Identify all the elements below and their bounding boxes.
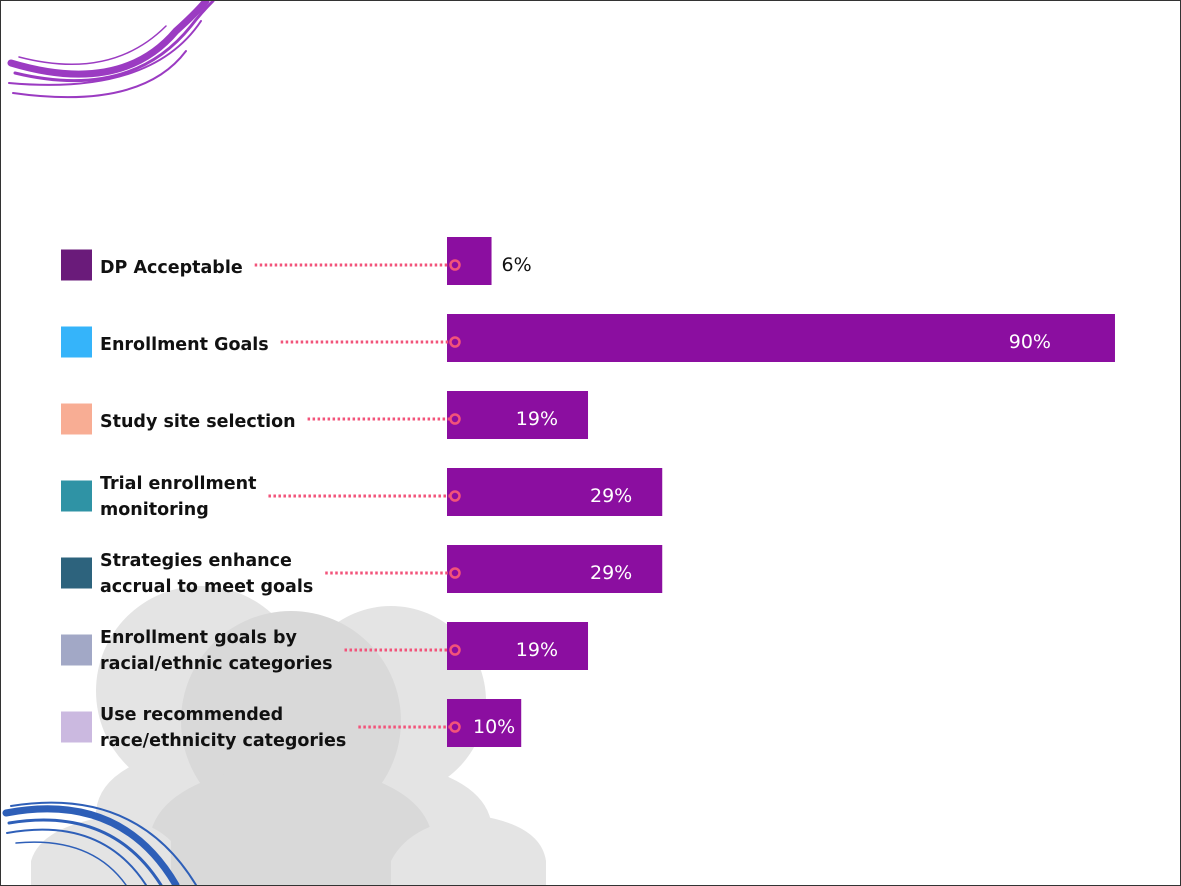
bar [447,545,663,593]
legend-swatch [61,326,92,358]
legend-label-line: Use recommended [100,705,283,725]
value-label: 19% [516,408,558,430]
legend-label-line: race/ethnicity categories [100,731,346,751]
legend-label-line: DP Acceptable [100,258,243,278]
legend-swatch [61,634,92,666]
legend-label-line: Enrollment Goals [100,335,269,355]
purple-swirl-decoration [7,1,215,99]
connector-dot [449,567,461,579]
blue-swirl-decoration [2,801,197,885]
bars [447,237,1115,747]
legend-swatch [61,711,92,743]
legend-label-line: Trial enrollment [100,474,256,494]
value-label: 29% [590,562,632,584]
connector-dot [449,721,461,733]
legend-label: Strategies enhance accrual to meet goals [100,551,313,597]
connector-dot [449,413,461,425]
legend: DP Acceptable Enrollment Goals Study site … [61,249,346,751]
legend-swatch [61,557,92,589]
connector-dot [449,644,461,656]
value-label: 19% [516,639,558,661]
legend-label: Study site selection [100,412,296,432]
legend-label-line: racial/ethnic categories [100,654,333,674]
legend-label-line: accrual to meet goals [100,577,313,597]
legend-label-line: Study site selection [100,412,296,432]
legend-swatch [61,403,92,435]
legend-label: DP Acceptable [100,258,243,278]
people-silhouette-background [31,586,546,885]
legend-label-line: Enrollment goals by [100,628,297,648]
legend-label-line: Strategies enhance [100,551,292,571]
bar [447,699,522,747]
connector-dot [449,259,461,271]
connector-dot [449,336,461,348]
bar [447,314,1115,362]
value-label: 10% [473,716,515,738]
legend-label-line: monitoring [100,500,209,520]
legend-label: Enrollment Goals [100,335,269,355]
bar [447,622,589,670]
value-labels: 6% 90% 19% 29% 29% 19% 10% [473,254,1051,738]
legend-swatch [61,249,92,281]
legend-swatch [61,480,92,512]
bar [447,391,589,439]
legend-label: Trial enrollment monitoring [100,474,256,520]
value-label: 29% [590,485,632,507]
value-label: 6% [502,254,532,276]
connector-dot [449,490,461,502]
connectors [254,259,461,733]
bar [447,468,663,516]
legend-label: Enrollment goals by racial/ethnic categor… [100,628,333,674]
legend-label: Use recommended race/ethnicity categories [100,705,346,751]
value-label: 90% [1009,331,1051,353]
